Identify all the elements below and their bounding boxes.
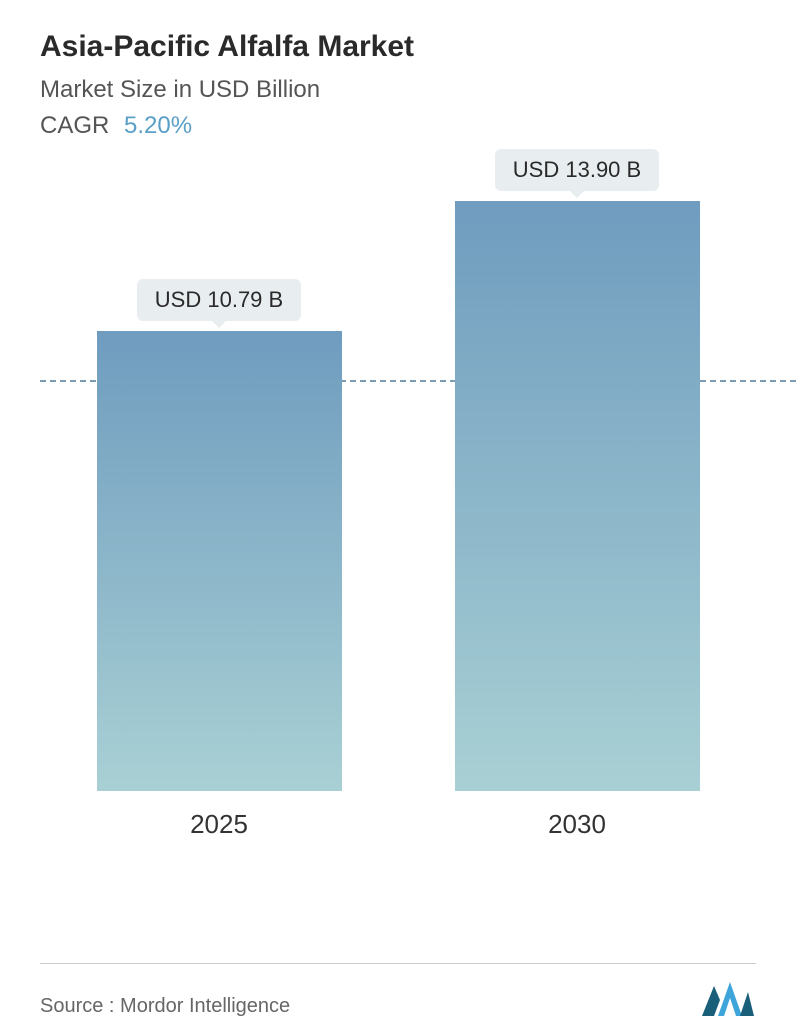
bar-value-badge: USD 13.90 B bbox=[495, 149, 659, 191]
brand-logo-icon bbox=[700, 978, 756, 1018]
source-label: Source : bbox=[40, 995, 114, 1017]
x-axis-label: 2025 bbox=[190, 809, 248, 840]
source-name: Mordor Intelligence bbox=[120, 995, 290, 1017]
bar-value-badge: USD 10.79 B bbox=[137, 279, 301, 321]
bar-group-2025: USD 10.79 B 2025 bbox=[97, 279, 342, 840]
cagr-row: CAGR 5.20% bbox=[40, 112, 756, 140]
footer: Source : Mordor Intelligence bbox=[40, 963, 756, 1018]
x-axis-label: 2030 bbox=[548, 809, 606, 840]
chart-subtitle: Market Size in USD Billion bbox=[40, 76, 756, 104]
chart-container: Asia-Pacific Alfalfa Market Market Size … bbox=[0, 0, 796, 1034]
bar-2025 bbox=[97, 331, 342, 791]
chart-title: Asia-Pacific Alfalfa Market bbox=[40, 30, 756, 64]
cagr-value: 5.20% bbox=[124, 112, 192, 139]
bar-2030 bbox=[455, 201, 700, 791]
chart-area: USD 10.79 B 2025 USD 13.90 B 2030 bbox=[40, 160, 756, 880]
bar-group-2030: USD 13.90 B 2030 bbox=[455, 149, 700, 840]
source-text: Source : Mordor Intelligence bbox=[40, 995, 290, 1018]
cagr-label: CAGR bbox=[40, 112, 109, 139]
bars-wrapper: USD 10.79 B 2025 USD 13.90 B 2030 bbox=[40, 160, 756, 840]
